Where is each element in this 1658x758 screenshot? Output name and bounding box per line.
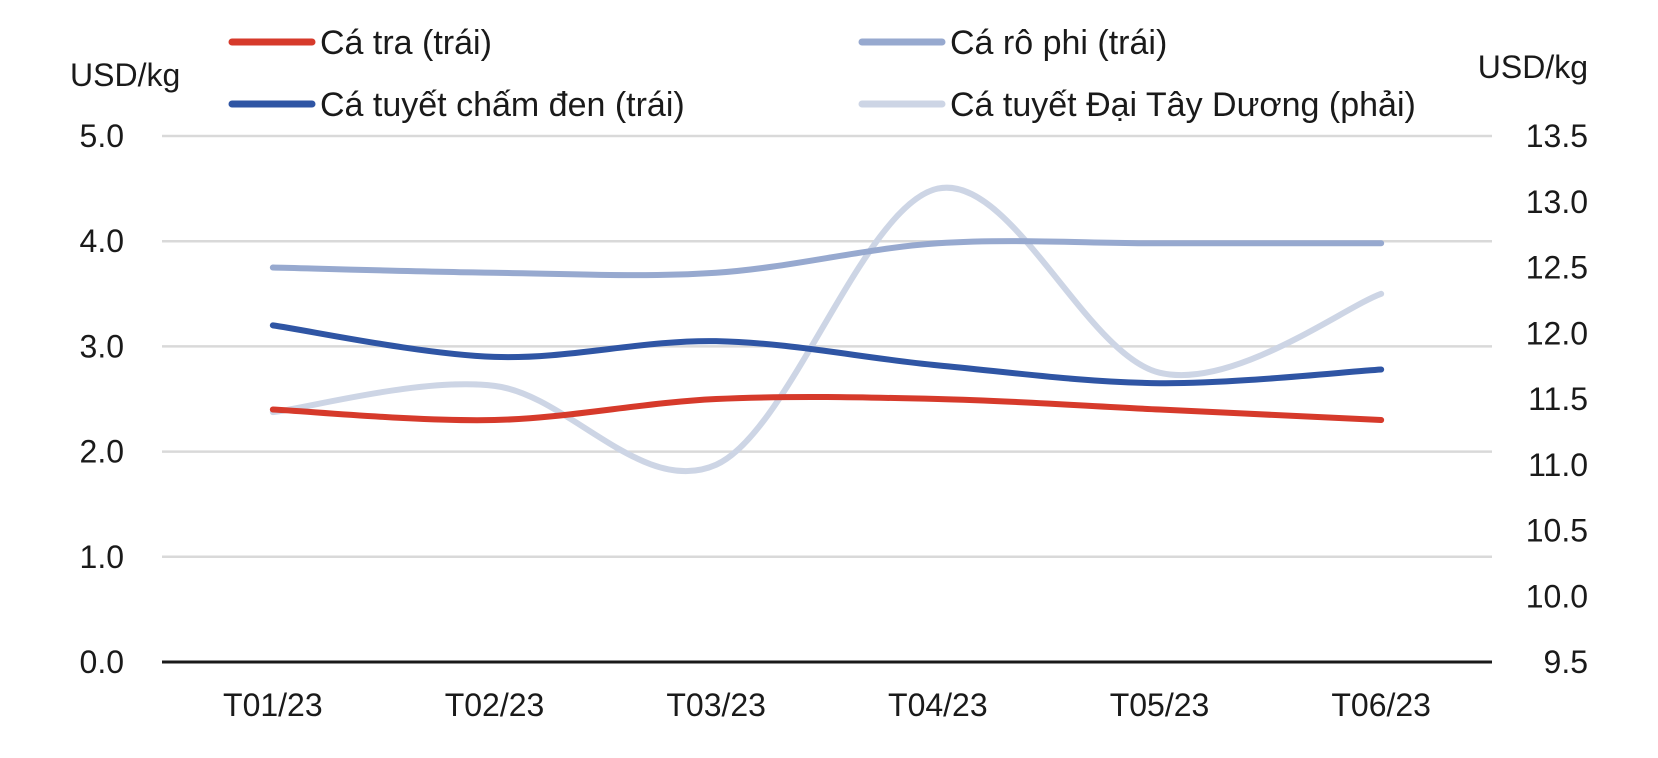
left-axis-ticks: 0.0 1.0 2.0 3.0 4.0 5.0 — [80, 118, 124, 680]
x-axis-ticks: T01/23 T02/23 T03/23 T04/23 T05/23 T06/23 — [223, 687, 1431, 723]
legend-label: Cá tuyết Đại Tây Dương (phải) — [950, 86, 1416, 124]
left-tick-label: 5.0 — [80, 118, 124, 154]
right-axis-unit: USD/kg — [1478, 49, 1588, 85]
x-tick-label: T04/23 — [888, 687, 988, 723]
legend-item-1: Cá rô phi (trái) — [858, 24, 1167, 62]
left-tick-label: 0.0 — [80, 644, 124, 680]
legend-item-3: Cá tuyết Đại Tây Dương (phải) — [858, 86, 1416, 124]
series-line-1 — [269, 238, 1385, 279]
x-tick-label: T02/23 — [445, 687, 545, 723]
x-tick-label: T01/23 — [223, 687, 323, 723]
legend-item-0: Cá tra (trái) — [228, 24, 492, 62]
right-tick-label: 12.5 — [1526, 250, 1588, 286]
right-tick-label: 13.5 — [1526, 118, 1588, 154]
right-tick-label: 10.0 — [1526, 578, 1588, 614]
legend: Cá tra (trái) Cá rô phi (trái) Cá tuyết ch… — [228, 24, 1416, 124]
right-tick-label: 9.5 — [1544, 644, 1588, 680]
x-tick-label: T06/23 — [1331, 687, 1431, 723]
series-line-2 — [269, 322, 1385, 387]
legend-label: Cá rô phi (trái) — [950, 24, 1167, 62]
right-tick-label: 13.0 — [1526, 184, 1588, 220]
series-line-0 — [269, 393, 1385, 424]
right-tick-label: 11.5 — [1528, 381, 1588, 417]
legend-label: Cá tuyết chấm đen (trái) — [320, 86, 685, 124]
left-tick-label: 1.0 — [80, 539, 124, 575]
right-axis-ticks: 9.5 10.0 10.5 11.0 11.5 12.0 12.5 13.0 13.5 — [1526, 118, 1588, 680]
right-tick-label: 10.5 — [1526, 513, 1588, 549]
legend-label: Cá tra (trái) — [320, 24, 492, 62]
left-tick-label: 3.0 — [80, 328, 124, 364]
series-line-3 — [269, 184, 1385, 475]
x-tick-label: T03/23 — [666, 687, 766, 723]
legend-item-2: Cá tuyết chấm đen (trái) — [228, 86, 685, 124]
left-axis-unit: USD/kg — [70, 57, 180, 93]
x-tick-label: T05/23 — [1110, 687, 1210, 723]
series-lines — [269, 184, 1385, 475]
right-tick-label: 11.0 — [1528, 447, 1588, 483]
left-tick-label: 2.0 — [80, 434, 124, 470]
left-tick-label: 4.0 — [80, 223, 124, 259]
right-tick-label: 12.0 — [1526, 315, 1588, 351]
